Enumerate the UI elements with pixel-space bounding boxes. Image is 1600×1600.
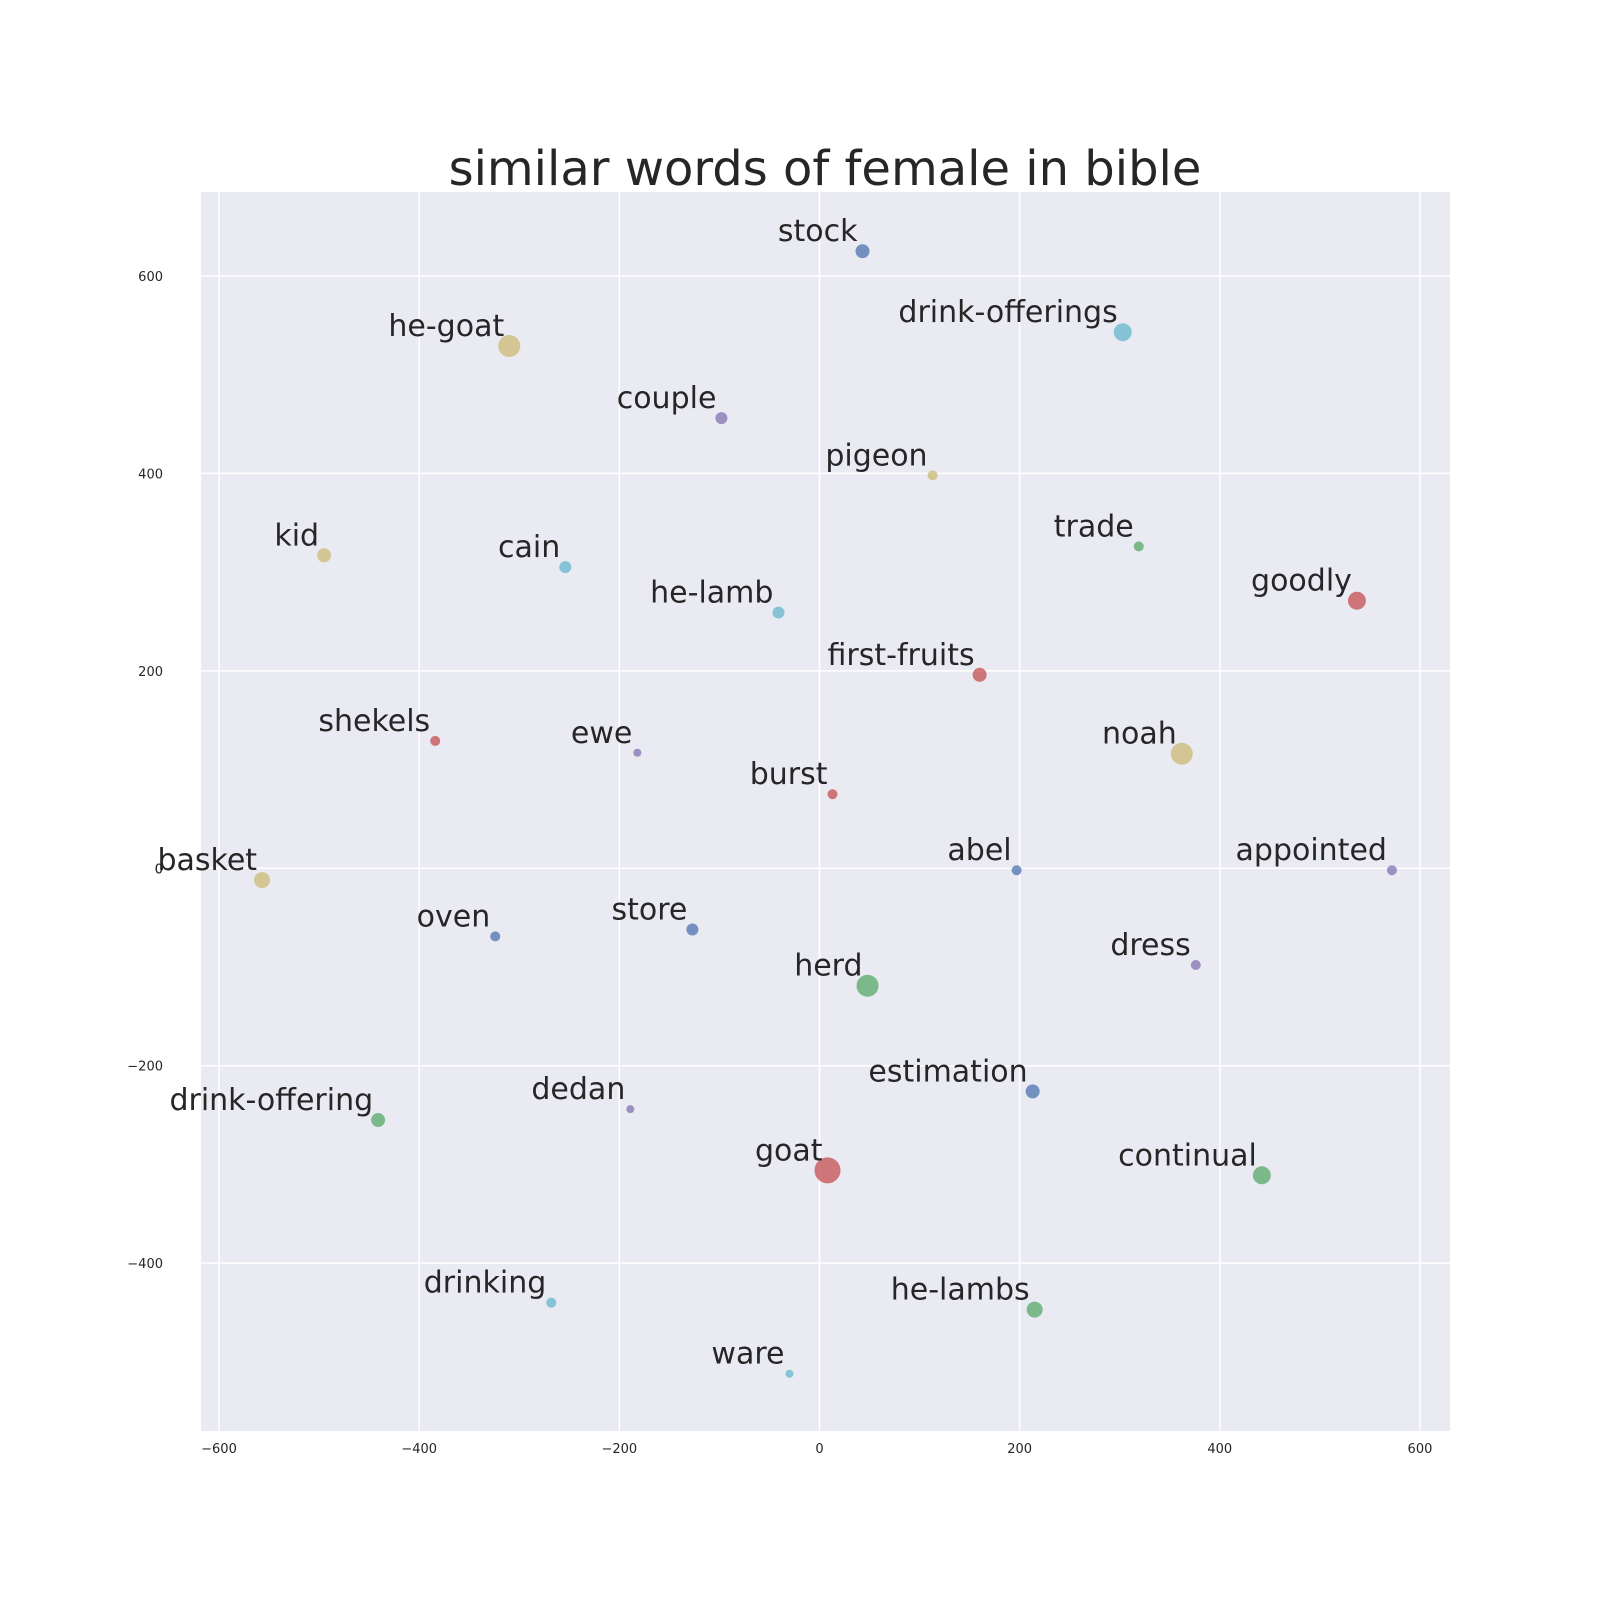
label-drinking: drinking: [424, 1266, 547, 1301]
x-axis-ticks: −600 −400 −200 0 200 400 600: [201, 1442, 1432, 1457]
grid-lines: [201, 192, 1450, 1431]
point-cain: [559, 561, 572, 574]
label-kid: kid: [274, 518, 319, 553]
label-burst: burst: [750, 757, 828, 792]
label-noah: noah: [1102, 717, 1177, 752]
label-goat: goat: [755, 1133, 823, 1168]
label-stock: stock: [778, 214, 858, 249]
point-labels: stock drink-offerings he-goat couple pigeon t…: [157, 214, 1386, 1372]
label-first-fruits: first-fruits: [828, 638, 975, 673]
label-oven: oven: [417, 899, 491, 934]
point-estimation: [1025, 1084, 1040, 1099]
y-tick-label: 200: [138, 665, 163, 680]
x-tick-label: −600: [201, 1442, 237, 1457]
point-pigeon: [927, 470, 938, 481]
point-abel: [1011, 865, 1022, 876]
label-dedan: dedan: [531, 1072, 625, 1107]
point-stock: [855, 244, 870, 259]
point-dedan: [626, 1105, 635, 1114]
point-trade: [1133, 541, 1144, 552]
point-dress: [1190, 960, 1201, 971]
point-first-fruits: [972, 667, 987, 682]
point-burst: [827, 789, 838, 800]
point-store: [686, 923, 699, 936]
label-pigeon: pigeon: [825, 438, 927, 473]
label-dress: dress: [1110, 928, 1190, 963]
point-goat: [814, 1157, 841, 1184]
point-drink-offering: [371, 1113, 386, 1128]
point-he-lambs: [1026, 1301, 1043, 1318]
label-goodly: goodly: [1251, 564, 1352, 599]
label-trade: trade: [1054, 509, 1134, 544]
label-ewe: ewe: [571, 716, 632, 751]
point-goodly: [1347, 591, 1366, 610]
label-he-lamb: he-lamb: [650, 576, 773, 611]
point-kid: [317, 548, 332, 563]
label-couple: couple: [617, 381, 717, 416]
y-tick-label: 0: [155, 862, 163, 877]
point-appointed: [1386, 865, 1397, 876]
point-noah: [1170, 742, 1193, 765]
y-tick-label: 0: [155, 862, 163, 877]
label-ware: ware: [711, 1337, 784, 1372]
label-shekels: shekels: [318, 704, 430, 739]
y-tick-label: 400: [138, 467, 163, 482]
x-tick-label: −400: [401, 1442, 437, 1457]
x-tick-label: 0: [815, 1442, 823, 1457]
point-ware: [785, 1369, 794, 1378]
point-drink-offerings: [1113, 323, 1132, 342]
label-drink-offering: drink-offering: [169, 1083, 373, 1118]
data-points: [254, 244, 1397, 1378]
point-herd: [856, 974, 879, 997]
point-oven: [490, 931, 501, 942]
plot-area: [201, 192, 1450, 1431]
y-tick-label: −400: [127, 1257, 163, 1272]
x-tick-label: 400: [1207, 1442, 1232, 1457]
label-basket: basket: [157, 843, 257, 878]
label-continual: continual: [1118, 1138, 1257, 1173]
y-tick-label: −200: [127, 1060, 163, 1075]
point-he-lamb: [772, 606, 785, 619]
label-estimation: estimation: [868, 1054, 1027, 1089]
x-tick-label: −200: [601, 1442, 637, 1457]
point-ewe: [633, 748, 642, 757]
y-tick-label: 600: [138, 270, 163, 285]
label-herd: herd: [794, 949, 862, 984]
point-he-goat: [498, 335, 521, 358]
label-he-goat: he-goat: [388, 309, 504, 344]
label-abel: abel: [947, 833, 1011, 868]
label-cain: cain: [498, 530, 560, 565]
point-couple: [715, 412, 728, 425]
label-appointed: appointed: [1236, 833, 1387, 868]
x-tick-label: 600: [1408, 1442, 1433, 1457]
label-store: store: [612, 892, 688, 927]
point-continual: [1252, 1166, 1271, 1185]
point-shekels: [430, 735, 441, 746]
label-he-lambs: he-lambs: [891, 1273, 1030, 1308]
label-drink-offerings: drink-offerings: [898, 295, 1117, 330]
point-basket: [254, 872, 271, 889]
point-drinking: [546, 1297, 557, 1308]
chart-title: similar words of female in bible: [449, 141, 1202, 197]
x-tick-label: 200: [1007, 1442, 1032, 1457]
